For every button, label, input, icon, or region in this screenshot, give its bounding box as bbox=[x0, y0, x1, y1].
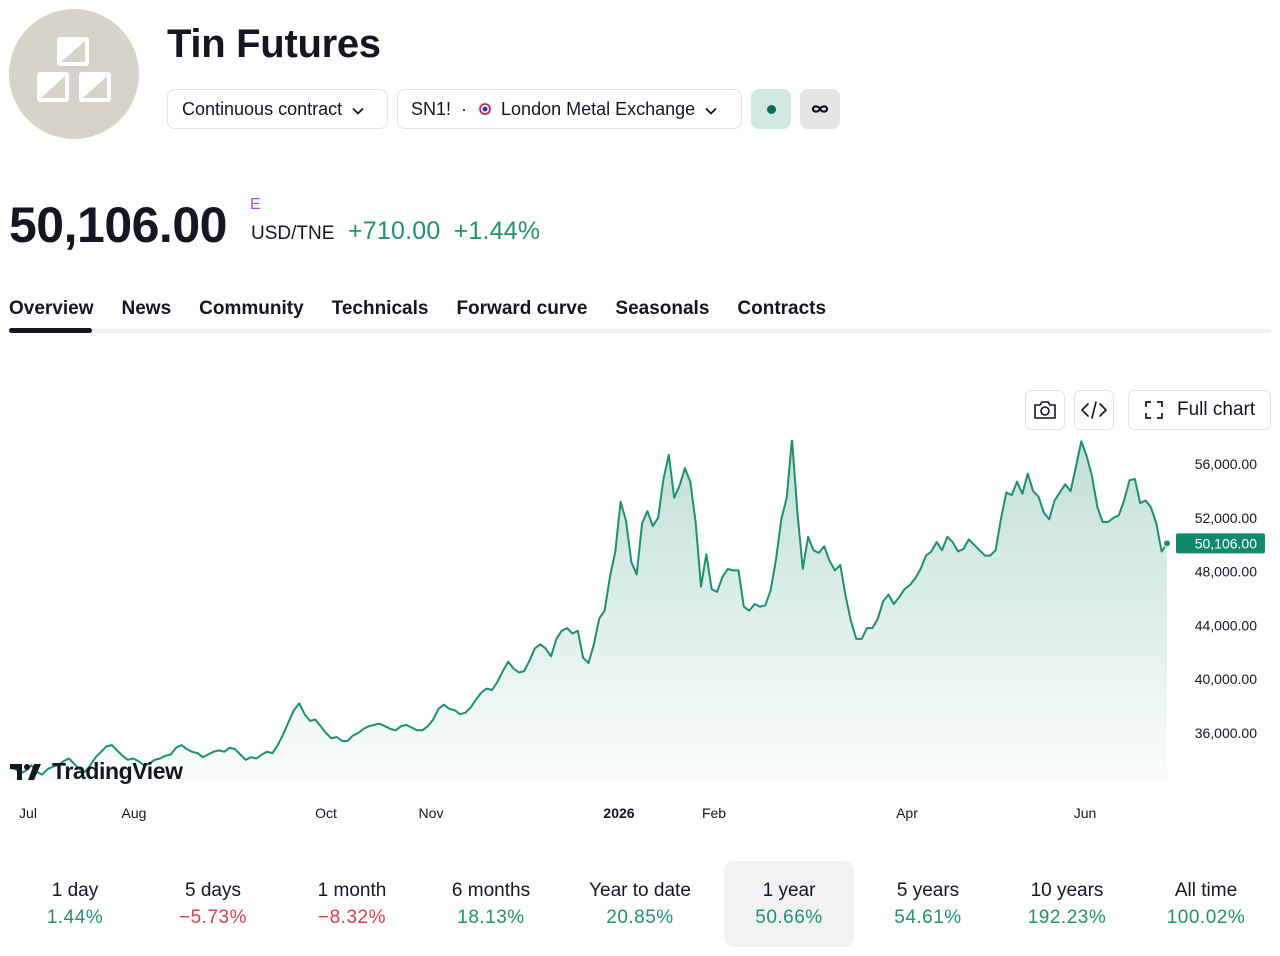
period-label: Year to date bbox=[589, 880, 691, 901]
y-axis-tick-label: 36,000.00 bbox=[1195, 725, 1257, 741]
period-value: −8.32% bbox=[318, 907, 386, 928]
green-dot-icon bbox=[766, 104, 776, 114]
contract-selector[interactable]: Continuous contract bbox=[167, 89, 388, 129]
tab-contracts[interactable]: Contracts bbox=[737, 298, 827, 319]
active-tab-indicator bbox=[9, 328, 92, 333]
x-axis-tick-label: 2026 bbox=[603, 805, 634, 821]
period-1-year[interactable]: 1 year 50.66% bbox=[724, 861, 854, 947]
metal-bars-icon bbox=[37, 37, 111, 102]
period-all-time[interactable]: All time 100.02% bbox=[1141, 861, 1271, 947]
tab-technicals[interactable]: Technicals bbox=[331, 298, 429, 319]
period-label: 6 months bbox=[451, 880, 531, 901]
price-chart[interactable]: 56,000.00 52,000.00 48,000.00 44,000.00 40,0… bbox=[0, 440, 1280, 830]
change-value: +710.00 bbox=[348, 217, 441, 245]
period-1-month[interactable]: 1 month −8.32% bbox=[287, 861, 417, 947]
period-value: 1.44% bbox=[46, 907, 104, 928]
period-value: −5.73% bbox=[179, 907, 247, 928]
tab-seasonals[interactable]: Seasonals bbox=[615, 298, 710, 319]
period-label: 1 month bbox=[317, 880, 387, 901]
tab-community[interactable]: Community bbox=[199, 298, 304, 319]
last-price-label: 50,106.00 bbox=[1195, 535, 1257, 551]
fullscreen-icon bbox=[1145, 401, 1163, 419]
x-axis-tick-label: Jul bbox=[19, 805, 37, 821]
contract-selector-label: Continuous contract bbox=[182, 98, 343, 119]
camera-icon bbox=[1034, 401, 1056, 419]
symbol-code: SN1! bbox=[411, 98, 452, 119]
x-axis-tick-label: Oct bbox=[315, 805, 337, 821]
embed-button[interactable] bbox=[1074, 390, 1114, 430]
period-value: 100.02% bbox=[1166, 907, 1246, 928]
change-percent: +1.44% bbox=[453, 217, 541, 245]
period-value: 20.85% bbox=[606, 907, 674, 928]
period-value: 18.13% bbox=[457, 907, 525, 928]
x-axis-tick-label: Nov bbox=[419, 805, 444, 821]
exchange-selector[interactable]: SN1! · London Metal Exchange bbox=[397, 89, 742, 129]
last-price-dot bbox=[1163, 539, 1171, 548]
tradingview-logo-icon bbox=[10, 763, 41, 780]
tab-overview[interactable]: Overview bbox=[9, 298, 94, 319]
last-price: 50,106.00 bbox=[9, 197, 227, 253]
full-chart-label: Full chart bbox=[1177, 399, 1256, 420]
chevron-down-icon bbox=[705, 99, 717, 120]
exchange-logo-icon bbox=[478, 102, 493, 116]
y-axis-tick-label: 44,000.00 bbox=[1195, 618, 1257, 634]
period-label: 1 day bbox=[51, 880, 99, 901]
x-axis-tick-label: Feb bbox=[702, 805, 726, 821]
period-performance-bar: 1 day 1.44% 5 days −5.73% 1 month −8.32%… bbox=[0, 861, 1280, 947]
y-axis-tick-label: 40,000.00 bbox=[1195, 671, 1257, 687]
tabs-divider bbox=[9, 329, 1271, 333]
period-value: 54.61% bbox=[894, 907, 962, 928]
period-label: 5 days bbox=[185, 880, 241, 901]
chevron-down-icon bbox=[352, 99, 364, 120]
tabs-bar: Overview News Community Technicals Forwa… bbox=[9, 298, 854, 330]
period-1-day[interactable]: 1 day 1.44% bbox=[10, 861, 140, 947]
tradingview-logo[interactable]: TradingView bbox=[10, 758, 183, 785]
x-axis-tick-label: Aug bbox=[122, 805, 147, 821]
x-axis-tick-label: Apr bbox=[896, 805, 918, 821]
period-label: 1 year bbox=[762, 880, 816, 901]
x-axis-tick-label: Jun bbox=[1074, 805, 1097, 821]
exchange-name: London Metal Exchange bbox=[501, 98, 696, 119]
infinity-icon bbox=[811, 105, 829, 113]
separator-dot: · bbox=[461, 98, 468, 119]
period-value: 192.23% bbox=[1027, 907, 1107, 928]
market-status-button[interactable] bbox=[751, 89, 791, 129]
period-value: 50.66% bbox=[755, 907, 823, 928]
y-axis-tick-label: 56,000.00 bbox=[1195, 456, 1257, 472]
y-axis-tick-label: 48,000.00 bbox=[1195, 564, 1257, 580]
period-label: All time bbox=[1174, 880, 1238, 901]
page-title: Tin Futures bbox=[167, 22, 381, 66]
symbol-logo bbox=[9, 9, 139, 139]
period-5-years[interactable]: 5 years 54.61% bbox=[863, 861, 993, 947]
period-label: 10 years bbox=[1030, 880, 1104, 901]
period-year-to-date[interactable]: Year to date 20.85% bbox=[575, 861, 705, 947]
tradingview-label: TradingView bbox=[52, 758, 183, 784]
full-chart-button[interactable]: Full chart bbox=[1128, 390, 1271, 430]
price-flag: E bbox=[250, 196, 261, 213]
price-change: +710.00 +1.44% bbox=[348, 217, 540, 246]
tab-news[interactable]: News bbox=[121, 298, 172, 319]
last-price-badge bbox=[1176, 533, 1265, 554]
period-5-days[interactable]: 5 days −5.73% bbox=[148, 861, 278, 947]
snapshot-button[interactable] bbox=[1025, 390, 1065, 430]
price-currency: USD/TNE bbox=[251, 223, 335, 244]
code-icon bbox=[1081, 401, 1107, 419]
tab-forward-curve[interactable]: Forward curve bbox=[456, 298, 588, 319]
price-area-fill bbox=[10, 440, 1167, 782]
period-label: 5 years bbox=[896, 880, 960, 901]
price-line bbox=[9, 440, 1168, 776]
period-6-months[interactable]: 6 months 18.13% bbox=[426, 861, 556, 947]
compare-button[interactable] bbox=[800, 89, 840, 129]
y-axis-tick-label: 52,000.00 bbox=[1195, 510, 1257, 526]
period-10-years[interactable]: 10 years 192.23% bbox=[1002, 861, 1132, 947]
